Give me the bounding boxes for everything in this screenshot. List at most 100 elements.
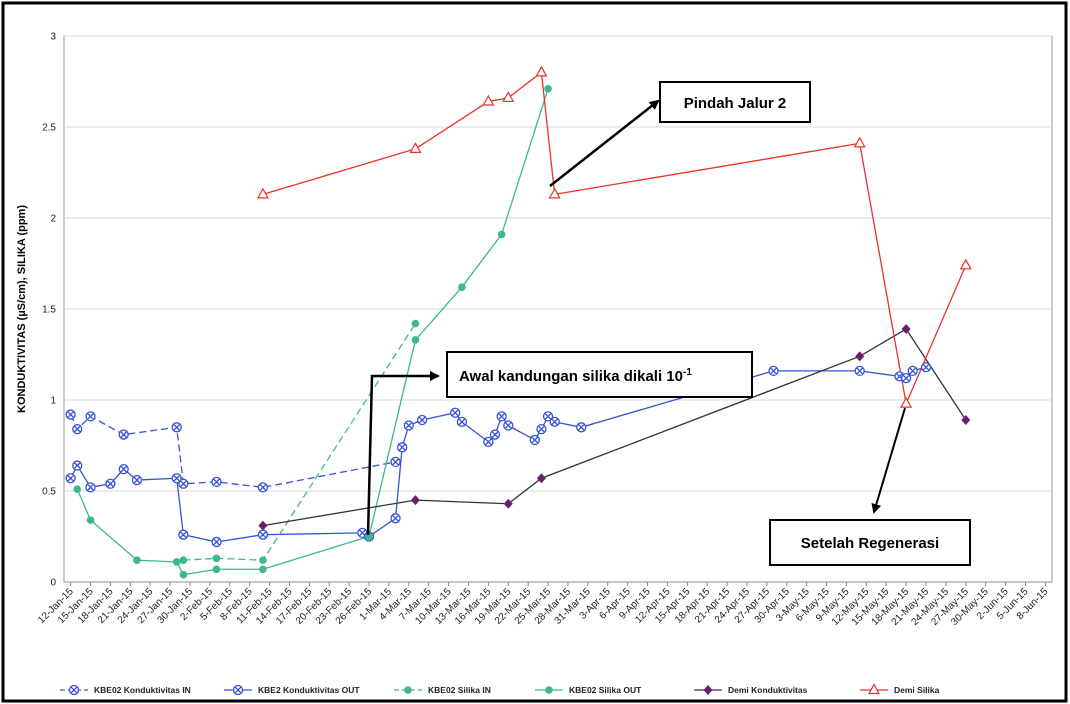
- annotation-superscript: -1: [683, 367, 692, 378]
- marker: [855, 351, 865, 362]
- marker: [853, 136, 866, 148]
- marker: [458, 283, 466, 291]
- marker: [257, 482, 269, 493]
- marker: [529, 434, 540, 446]
- marker: [549, 416, 560, 427]
- marker: [68, 684, 80, 696]
- marker: [900, 396, 913, 408]
- legend-label: KBE2 Konduktivitas OUT: [258, 685, 360, 695]
- marker: [211, 476, 222, 488]
- annotation-box: [769, 519, 971, 566]
- marker: [171, 473, 182, 484]
- marker: [403, 420, 414, 431]
- marker: [920, 362, 932, 373]
- marker: [259, 556, 267, 564]
- marker: [409, 142, 422, 153]
- marker: [212, 554, 221, 563]
- annotation-text: Awal kandungan silika dikali 10: [459, 368, 683, 385]
- marker: [544, 84, 552, 93]
- marker: [179, 570, 188, 579]
- series-line: [76, 88, 549, 576]
- marker: [901, 324, 911, 335]
- marker: [502, 91, 515, 102]
- marker: [497, 230, 506, 239]
- marker: [118, 429, 129, 440]
- marker: [73, 485, 82, 493]
- marker: [390, 513, 401, 524]
- marker: [576, 422, 587, 433]
- marker: [482, 94, 495, 106]
- marker: [496, 411, 507, 422]
- marker: [86, 516, 95, 524]
- annotation: Pindah Jalur 2: [684, 95, 787, 112]
- marker: [959, 258, 972, 270]
- marker: [65, 473, 76, 484]
- marker: [105, 478, 116, 489]
- marker: [536, 473, 546, 484]
- arrow: [871, 407, 906, 514]
- marker: [131, 474, 143, 486]
- legend-label: Demi Konduktivitas: [728, 685, 808, 695]
- marker: [259, 565, 267, 574]
- marker: [854, 365, 865, 377]
- marker: [85, 411, 96, 422]
- legend-label: Demi Silika: [894, 685, 940, 695]
- marker: [416, 414, 428, 426]
- arrow: [549, 99, 660, 187]
- marker: [172, 558, 181, 566]
- marker: [535, 65, 548, 77]
- marker: [72, 460, 83, 471]
- annotation: Awal kandungan silika dikali 10-1: [459, 367, 692, 385]
- y-tick-label: 2.5: [42, 123, 56, 134]
- marker: [768, 365, 779, 377]
- marker: [536, 423, 547, 435]
- marker: [489, 429, 501, 440]
- series-line: [183, 323, 416, 561]
- legend: KBE02 Konduktivitas IN KBE2 Konduktivitas…: [60, 683, 940, 696]
- marker: [118, 464, 129, 475]
- marker: [703, 685, 713, 695]
- marker: [256, 187, 269, 199]
- marker: [867, 683, 881, 695]
- marker: [542, 411, 554, 422]
- marker: [171, 422, 182, 433]
- legend-label: KBE02 Silika OUT: [569, 685, 642, 695]
- marker: [232, 684, 244, 696]
- marker: [907, 365, 918, 377]
- annotation-box: [446, 351, 753, 398]
- marker: [450, 407, 461, 418]
- marker: [211, 536, 222, 548]
- y-tick-label: 0.5: [42, 487, 56, 498]
- marker: [257, 529, 269, 540]
- marker: [65, 409, 76, 420]
- annotation: Setelah Regenerasi: [801, 535, 939, 552]
- marker: [961, 415, 971, 426]
- marker: [503, 420, 514, 431]
- y-tick-label: 1.5: [42, 305, 56, 316]
- marker: [72, 423, 83, 435]
- marker: [212, 565, 221, 574]
- marker: [397, 442, 408, 453]
- marker: [179, 556, 188, 564]
- marker: [503, 498, 513, 509]
- arrow: [366, 371, 440, 536]
- marker: [545, 686, 553, 694]
- legend-label: KBE02 Konduktivitas IN: [94, 685, 191, 695]
- marker: [404, 686, 412, 694]
- y-tick-label: 3: [50, 32, 56, 43]
- marker: [548, 187, 561, 199]
- y-axis-label: KONDUKTIVITAS (µS/cm), SILIKA (ppm): [16, 205, 28, 413]
- marker: [456, 416, 468, 427]
- y-tick-label: 0: [50, 578, 56, 589]
- marker: [483, 436, 494, 447]
- legend-label: KBE02 Silika IN: [428, 685, 491, 695]
- y-tick-label: 1: [50, 396, 56, 407]
- marker: [390, 456, 401, 468]
- marker: [411, 336, 420, 344]
- marker: [258, 520, 268, 531]
- marker: [410, 495, 420, 506]
- annotations: Pindah Jalur 2 Awal kandungan silika dik…: [366, 81, 971, 566]
- marker: [900, 373, 912, 384]
- marker: [133, 556, 141, 564]
